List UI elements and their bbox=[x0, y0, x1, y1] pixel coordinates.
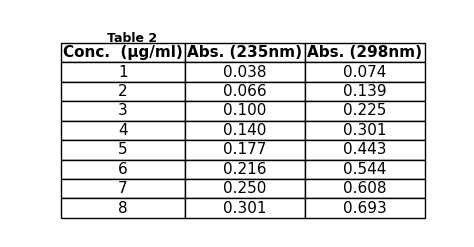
Text: Abs. (298nm): Abs. (298nm) bbox=[307, 45, 422, 60]
Bar bbox=[61, 179, 185, 199]
Text: 0.693: 0.693 bbox=[343, 201, 387, 216]
Text: 0.544: 0.544 bbox=[343, 162, 386, 177]
Text: 0.225: 0.225 bbox=[343, 103, 386, 119]
Bar bbox=[185, 140, 305, 160]
Text: 0.443: 0.443 bbox=[343, 142, 386, 157]
Bar bbox=[305, 82, 425, 101]
Text: Abs. (235nm): Abs. (235nm) bbox=[187, 45, 302, 60]
Bar bbox=[305, 101, 425, 121]
Bar bbox=[185, 199, 305, 218]
Bar bbox=[185, 82, 305, 101]
Text: 7: 7 bbox=[118, 181, 128, 196]
Bar bbox=[185, 62, 305, 82]
Bar bbox=[61, 101, 185, 121]
Bar bbox=[305, 62, 425, 82]
Text: 0.301: 0.301 bbox=[223, 201, 266, 216]
Bar bbox=[61, 199, 185, 218]
Bar bbox=[305, 43, 425, 62]
Text: 0.177: 0.177 bbox=[223, 142, 266, 157]
Text: 0.139: 0.139 bbox=[343, 84, 387, 99]
Bar bbox=[305, 179, 425, 199]
Bar bbox=[61, 62, 185, 82]
Text: Conc.  (μg/ml): Conc. (μg/ml) bbox=[63, 45, 183, 60]
Bar bbox=[305, 160, 425, 179]
Text: 3: 3 bbox=[118, 103, 128, 119]
Text: 5: 5 bbox=[118, 142, 128, 157]
Text: 4: 4 bbox=[118, 123, 128, 138]
Bar bbox=[185, 121, 305, 140]
Text: 0.250: 0.250 bbox=[223, 181, 266, 196]
Bar bbox=[305, 121, 425, 140]
Bar bbox=[185, 101, 305, 121]
Text: 0.066: 0.066 bbox=[223, 84, 266, 99]
Text: 0.216: 0.216 bbox=[223, 162, 266, 177]
Text: 0.608: 0.608 bbox=[343, 181, 386, 196]
Text: 2: 2 bbox=[118, 84, 128, 99]
Text: 1: 1 bbox=[118, 65, 128, 80]
Bar bbox=[61, 121, 185, 140]
Text: 6: 6 bbox=[118, 162, 128, 177]
Bar bbox=[305, 140, 425, 160]
Bar bbox=[61, 140, 185, 160]
Bar bbox=[61, 160, 185, 179]
Text: 0.074: 0.074 bbox=[343, 65, 386, 80]
Text: 0.038: 0.038 bbox=[223, 65, 266, 80]
Bar bbox=[185, 179, 305, 199]
Bar bbox=[185, 43, 305, 62]
Text: 8: 8 bbox=[118, 201, 128, 216]
Bar bbox=[305, 199, 425, 218]
Bar bbox=[61, 82, 185, 101]
Text: 0.100: 0.100 bbox=[223, 103, 266, 119]
Text: 0.140: 0.140 bbox=[223, 123, 266, 138]
Text: 0.301: 0.301 bbox=[343, 123, 386, 138]
Bar bbox=[185, 160, 305, 179]
Bar bbox=[61, 43, 185, 62]
Text: Table 2: Table 2 bbox=[107, 33, 166, 45]
